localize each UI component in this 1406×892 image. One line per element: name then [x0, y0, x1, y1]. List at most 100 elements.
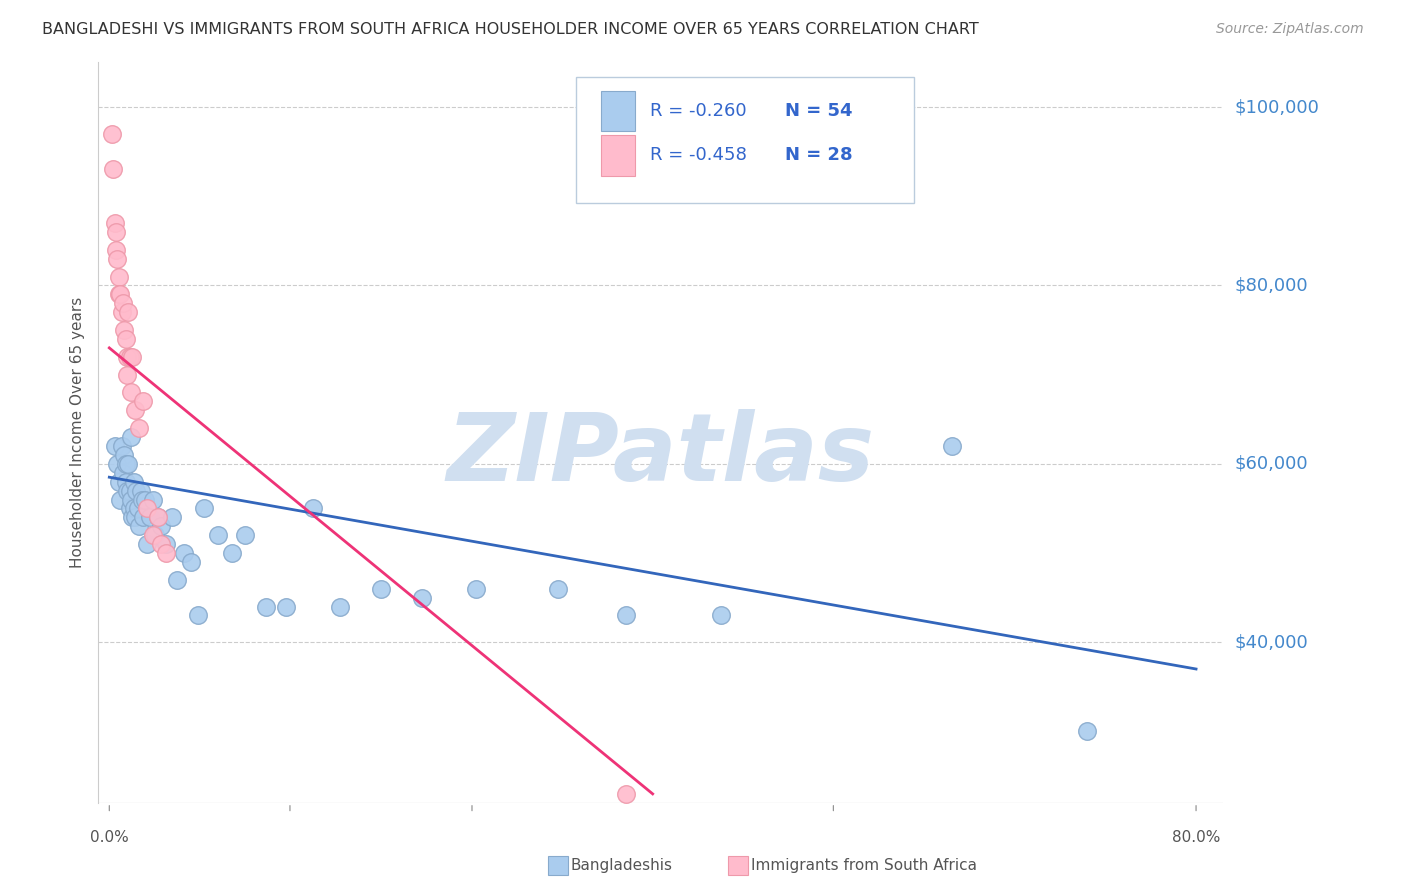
- Point: [118, 501, 141, 516]
- Point: [614, 787, 637, 801]
- Point: [121, 510, 143, 524]
- Point: [193, 501, 215, 516]
- Point: [233, 528, 256, 542]
- Point: [134, 492, 156, 507]
- Point: [115, 368, 138, 382]
- Point: [187, 608, 209, 623]
- Point: [166, 573, 188, 587]
- Point: [120, 492, 142, 507]
- Text: R = -0.458: R = -0.458: [650, 146, 747, 164]
- Point: [112, 448, 135, 462]
- Point: [114, 332, 136, 346]
- Point: [110, 305, 132, 319]
- Point: [136, 537, 159, 551]
- Point: [221, 546, 243, 560]
- Text: BANGLADESHI VS IMMIGRANTS FROM SOUTH AFRICA HOUSEHOLDER INCOME OVER 65 YEARS COR: BANGLADESHI VS IMMIGRANTS FROM SOUTH AFR…: [42, 22, 979, 37]
- Bar: [728, 856, 748, 875]
- Point: [128, 421, 150, 435]
- FancyBboxPatch shape: [576, 78, 914, 203]
- Point: [105, 225, 128, 239]
- Point: [117, 457, 139, 471]
- Point: [107, 287, 129, 301]
- Point: [1076, 724, 1098, 739]
- Point: [124, 403, 146, 417]
- Point: [105, 243, 128, 257]
- Point: [114, 457, 136, 471]
- Point: [941, 439, 963, 453]
- Point: [173, 546, 195, 560]
- Point: [110, 439, 132, 453]
- Point: [131, 492, 153, 507]
- Point: [101, 127, 124, 141]
- Point: [142, 528, 165, 542]
- Point: [142, 492, 165, 507]
- Point: [148, 510, 170, 524]
- Bar: [548, 856, 568, 875]
- Point: [128, 519, 150, 533]
- Point: [132, 510, 155, 524]
- Point: [465, 582, 488, 596]
- Point: [160, 510, 183, 524]
- Bar: [602, 91, 636, 131]
- Point: [125, 483, 148, 498]
- Point: [107, 269, 129, 284]
- Text: ZIPatlas: ZIPatlas: [447, 409, 875, 500]
- Point: [124, 510, 146, 524]
- Point: [111, 466, 134, 480]
- Point: [329, 599, 352, 614]
- Point: [115, 350, 138, 364]
- Text: N = 28: N = 28: [785, 146, 852, 164]
- Text: Immigrants from South Africa: Immigrants from South Africa: [751, 858, 977, 873]
- Text: $80,000: $80,000: [1234, 277, 1308, 294]
- Point: [114, 475, 136, 489]
- Text: Bangladeshis: Bangladeshis: [571, 858, 673, 873]
- Point: [180, 555, 202, 569]
- Point: [120, 430, 142, 444]
- Point: [145, 528, 167, 542]
- Point: [132, 394, 155, 409]
- Point: [254, 599, 277, 614]
- Point: [149, 519, 172, 533]
- Point: [710, 608, 733, 623]
- Point: [139, 510, 162, 524]
- Point: [302, 501, 325, 516]
- Point: [129, 483, 152, 498]
- Point: [121, 350, 143, 364]
- Point: [120, 385, 142, 400]
- Point: [112, 323, 135, 337]
- Point: [103, 162, 125, 177]
- Point: [136, 501, 159, 516]
- Point: [118, 483, 141, 498]
- Point: [547, 582, 569, 596]
- Point: [122, 501, 145, 516]
- Text: 0.0%: 0.0%: [90, 830, 129, 845]
- Point: [107, 457, 129, 471]
- Point: [370, 582, 392, 596]
- Bar: [602, 135, 636, 176]
- Point: [115, 483, 138, 498]
- Point: [118, 350, 141, 364]
- Point: [107, 475, 129, 489]
- Y-axis label: Householder Income Over 65 years: Householder Income Over 65 years: [69, 297, 84, 568]
- Point: [274, 599, 297, 614]
- Point: [149, 537, 172, 551]
- Point: [104, 216, 127, 230]
- Point: [614, 608, 637, 623]
- Point: [107, 252, 129, 266]
- Point: [207, 528, 229, 542]
- Point: [148, 510, 170, 524]
- Point: [411, 591, 433, 605]
- Point: [108, 492, 131, 507]
- Point: [111, 296, 134, 310]
- Point: [104, 439, 127, 453]
- Text: N = 54: N = 54: [785, 102, 852, 120]
- Text: $60,000: $60,000: [1234, 455, 1308, 473]
- Text: $100,000: $100,000: [1234, 98, 1319, 116]
- Point: [127, 501, 149, 516]
- Point: [108, 287, 131, 301]
- Text: $40,000: $40,000: [1234, 633, 1308, 651]
- Point: [117, 305, 139, 319]
- Text: Source: ZipAtlas.com: Source: ZipAtlas.com: [1216, 22, 1364, 37]
- Point: [122, 475, 145, 489]
- Point: [155, 546, 177, 560]
